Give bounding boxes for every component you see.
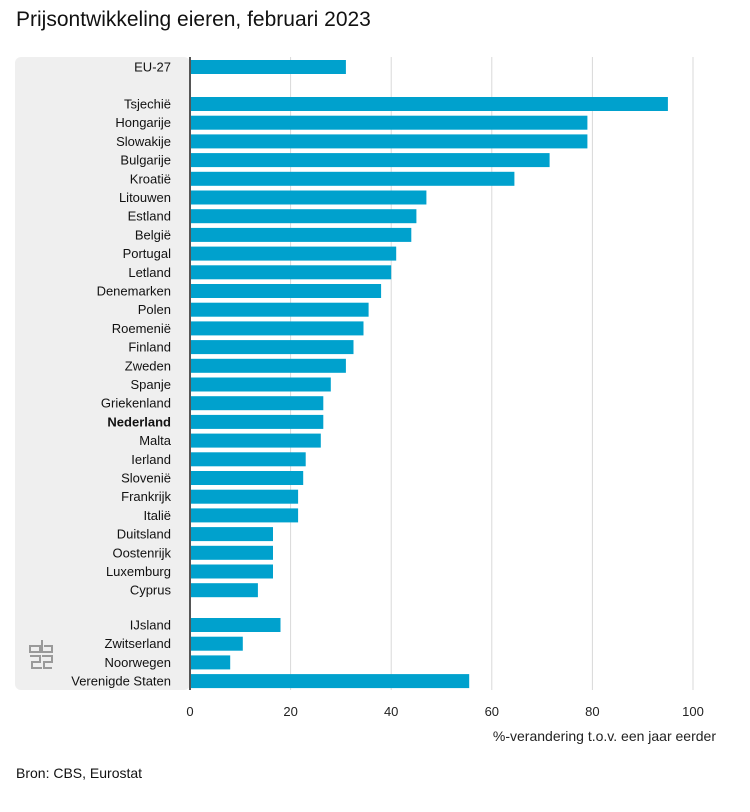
x-axis-title: %-verandering t.o.v. een jaar eerder	[493, 728, 716, 744]
category-label: Nederland	[107, 414, 171, 429]
bar	[190, 636, 243, 651]
category-label: Oostenrijk	[112, 545, 171, 560]
category-label: Slowakije	[116, 134, 171, 149]
x-tick-label: 40	[384, 704, 398, 719]
bar	[190, 265, 392, 280]
category-label: Finland	[128, 340, 171, 355]
bar	[190, 302, 369, 317]
category-label: Zwitserland	[105, 636, 171, 651]
bar	[190, 396, 324, 411]
category-label: Polen	[138, 302, 171, 317]
bar	[190, 171, 515, 186]
bar	[190, 471, 304, 485]
category-label: IJsland	[130, 618, 171, 633]
category-label: Bulgarije	[120, 153, 171, 168]
category-labels: EU-27 Tsjechië Hongarije Slowakije Bulgarije…	[71, 60, 172, 689]
bar-chart: EU-27 Tsjechië Hongarije Slowakije Bulgarije…	[15, 57, 716, 744]
bar	[190, 246, 397, 261]
category-label: Litouwen	[119, 190, 171, 205]
bar	[190, 489, 299, 504]
bar	[190, 153, 550, 168]
bar	[190, 433, 321, 448]
bar	[190, 655, 231, 670]
category-label: Denemarken	[97, 284, 171, 299]
bar	[190, 527, 273, 542]
bar	[190, 674, 470, 689]
category-label: België	[135, 227, 171, 242]
chart-title: Prijsontwikkeling eieren, februari 2023	[16, 8, 371, 31]
bar	[190, 564, 273, 579]
category-label: Malta	[139, 433, 172, 448]
category-label: Estland	[128, 209, 171, 224]
bar	[190, 358, 346, 373]
category-label: Portugal	[123, 246, 172, 261]
category-label: Slovenië	[121, 471, 171, 486]
category-label: Letland	[128, 265, 171, 280]
x-tick-label: 80	[585, 704, 599, 719]
bar	[190, 190, 427, 205]
bar	[190, 209, 417, 224]
bar	[190, 284, 382, 298]
x-tick-label: 100	[682, 704, 704, 719]
category-label: Frankrijk	[121, 489, 171, 504]
grid-lines	[290, 57, 694, 690]
bar	[190, 508, 299, 523]
tick-labels: 0 20 40 60 80 100	[186, 704, 703, 719]
category-label: EU-27	[134, 60, 171, 75]
x-tick-label: 20	[283, 704, 297, 719]
category-label: Zweden	[125, 358, 171, 373]
category-label: Verenigde Staten	[71, 674, 171, 689]
bar	[190, 452, 306, 467]
category-label: Italië	[144, 508, 171, 523]
x-tick-label: 0	[186, 704, 193, 719]
category-label: Cyprus	[130, 583, 172, 598]
bar	[190, 414, 324, 429]
source-note: Bron: CBS, Eurostat	[16, 765, 143, 781]
bar	[190, 377, 331, 392]
bar	[190, 115, 588, 130]
category-label: Ierland	[131, 452, 171, 467]
bars	[190, 60, 668, 689]
category-label: Roemenië	[112, 321, 171, 336]
bar	[190, 583, 258, 598]
category-label: Duitsland	[117, 527, 171, 542]
label-panel	[15, 57, 190, 690]
bar	[190, 97, 668, 111]
x-tick-label: 60	[485, 704, 499, 719]
bar	[190, 618, 281, 632]
bar	[190, 60, 346, 74]
bar	[190, 134, 588, 149]
category-label: Noorwegen	[105, 655, 172, 670]
category-label: Tsjechië	[124, 97, 171, 112]
bar	[190, 227, 412, 242]
category-label: Griekenland	[101, 396, 171, 411]
cbs-logo	[29, 640, 53, 669]
bar	[190, 340, 354, 355]
category-label: Luxemburg	[106, 564, 171, 579]
category-label: Hongarije	[115, 115, 171, 130]
category-label: Kroatië	[130, 171, 171, 186]
category-label: Spanje	[131, 377, 171, 392]
bar	[190, 545, 273, 560]
bar	[190, 321, 364, 336]
